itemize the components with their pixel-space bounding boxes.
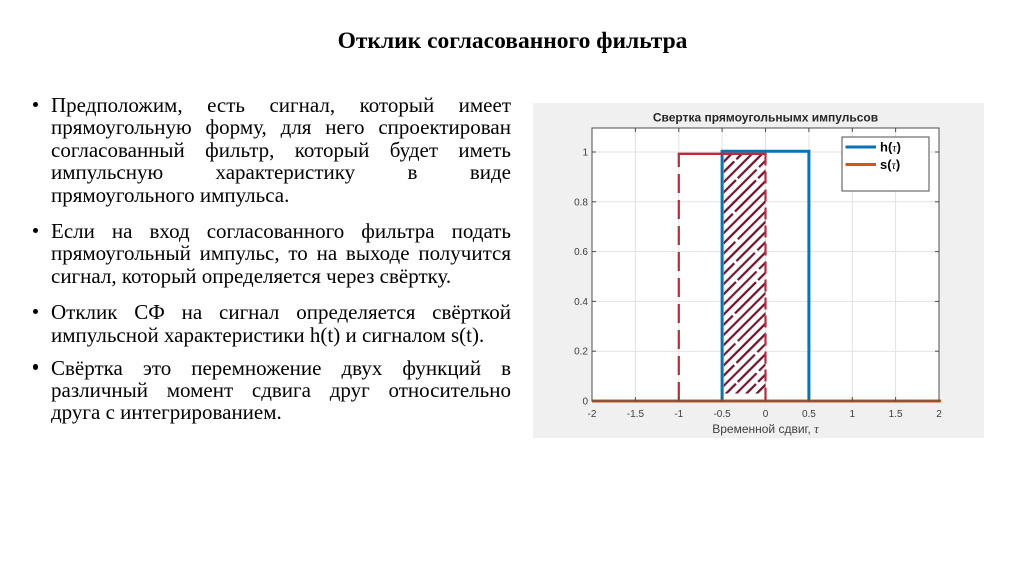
svg-text:Временной сдвиг, τ: Временной сдвиг, τ bbox=[712, 421, 820, 436]
svg-text:0.2: 0.2 bbox=[574, 347, 588, 358]
svg-text:0.5: 0.5 bbox=[802, 409, 816, 420]
svg-text:-1: -1 bbox=[674, 409, 683, 420]
svg-text:-0.5: -0.5 bbox=[713, 409, 731, 420]
svg-text:Свертка прямоугольнымх импульс: Свертка прямоугольнымх импульсов bbox=[653, 111, 878, 125]
svg-text:1: 1 bbox=[850, 409, 856, 420]
svg-text:0: 0 bbox=[763, 409, 769, 420]
svg-text:1.5: 1.5 bbox=[889, 409, 903, 420]
svg-text:2: 2 bbox=[936, 409, 942, 420]
svg-text:0: 0 bbox=[582, 397, 588, 408]
svg-text:h(τ): h(τ) bbox=[880, 140, 901, 155]
svg-text:0.4: 0.4 bbox=[574, 297, 588, 308]
svg-text:-2: -2 bbox=[588, 409, 597, 420]
svg-text:-1.5: -1.5 bbox=[627, 409, 645, 420]
svg-text:s(τ): s(τ) bbox=[880, 157, 900, 172]
svg-text:1: 1 bbox=[582, 148, 588, 159]
svg-text:0.8: 0.8 bbox=[574, 197, 588, 208]
svg-text:0.6: 0.6 bbox=[574, 247, 588, 258]
